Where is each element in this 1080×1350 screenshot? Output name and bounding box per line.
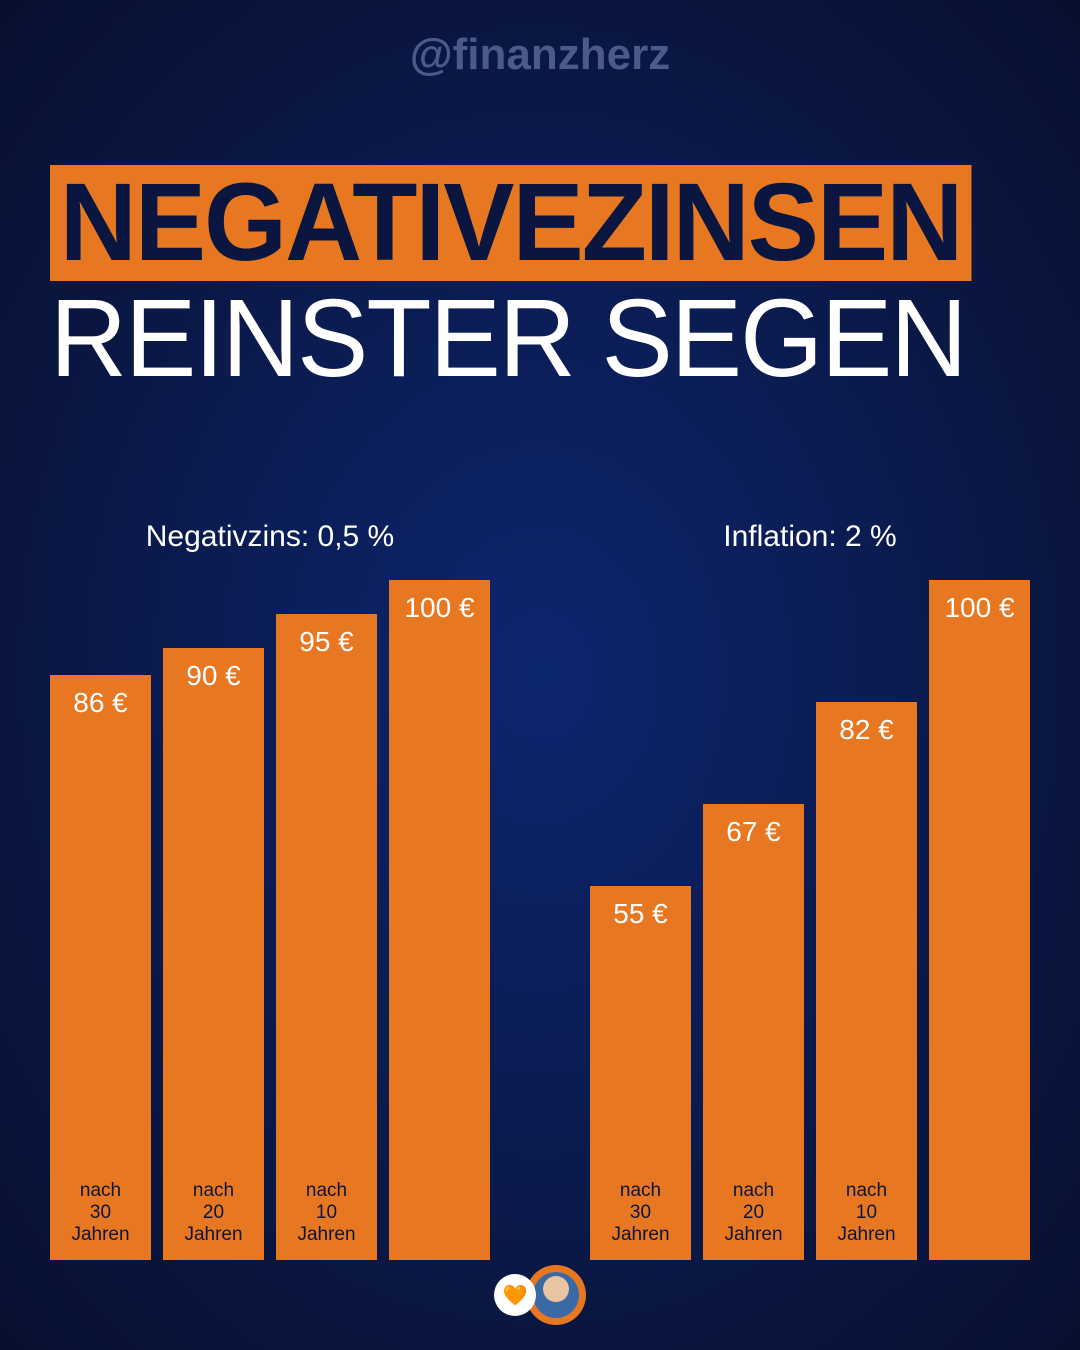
bar: 82 € nach10Jahren xyxy=(816,702,917,1260)
title-line-1: NEGATIVEZINSEN xyxy=(50,165,971,281)
account-handle: @finanzherz xyxy=(0,30,1080,80)
bar-value-label: 67 € xyxy=(726,816,781,848)
bar: 55 € nach30Jahren xyxy=(590,886,691,1260)
chart-right-bars: 55 € nach30Jahren 67 € nach20Jahren 82 € nach… xyxy=(590,574,1030,1260)
bar-value-label: 95 € xyxy=(299,626,354,658)
bar: 67 € nach20Jahren xyxy=(703,804,804,1260)
bar-value-label: 100 € xyxy=(944,592,1014,624)
bar-bottom-label: nach20Jahren xyxy=(184,1180,242,1246)
chart-left: Negativzins: 0,5 % 86 € nach30Jahren 90 € n… xyxy=(50,520,490,1260)
bar-bottom-label: nach20Jahren xyxy=(724,1180,782,1246)
bar-value-label: 82 € xyxy=(839,714,894,746)
bar-bottom-label: nach10Jahren xyxy=(297,1180,355,1246)
bar: 95 € nach10Jahren xyxy=(276,614,377,1260)
chart-left-title: Negativzins: 0,5 % xyxy=(50,520,490,554)
bar-value-label: 86 € xyxy=(73,687,128,719)
bar: 90 € nach20Jahren xyxy=(163,648,264,1260)
bar-bottom-label: nach30Jahren xyxy=(611,1180,669,1246)
avatar-face xyxy=(533,1272,579,1318)
chart-right: Inflation: 2 % 55 € nach30Jahren 67 € nach2… xyxy=(590,520,1030,1260)
avatar-group xyxy=(494,1265,586,1325)
bar: 100 € xyxy=(929,580,1030,1260)
bar-bottom-label: nach30Jahren xyxy=(71,1180,129,1246)
chart-left-bars: 86 € nach30Jahren 90 € nach20Jahren 95 € nach… xyxy=(50,574,490,1260)
logo-icon xyxy=(494,1274,536,1316)
bar-bottom-label: nach10Jahren xyxy=(837,1180,895,1246)
bar-value-label: 90 € xyxy=(186,660,241,692)
bar: 86 € nach30Jahren xyxy=(50,675,151,1260)
bar-value-label: 100 € xyxy=(404,592,474,624)
bar: 100 € xyxy=(389,580,490,1260)
title-block: NEGATIVEZINSEN REINSTER SEGEN xyxy=(50,165,1030,396)
title-line-2: REINSTER SEGEN xyxy=(50,281,1001,397)
charts-area: Negativzins: 0,5 % 86 € nach30Jahren 90 € n… xyxy=(50,520,1030,1260)
chart-right-title: Inflation: 2 % xyxy=(590,520,1030,554)
bar-value-label: 55 € xyxy=(613,898,668,930)
